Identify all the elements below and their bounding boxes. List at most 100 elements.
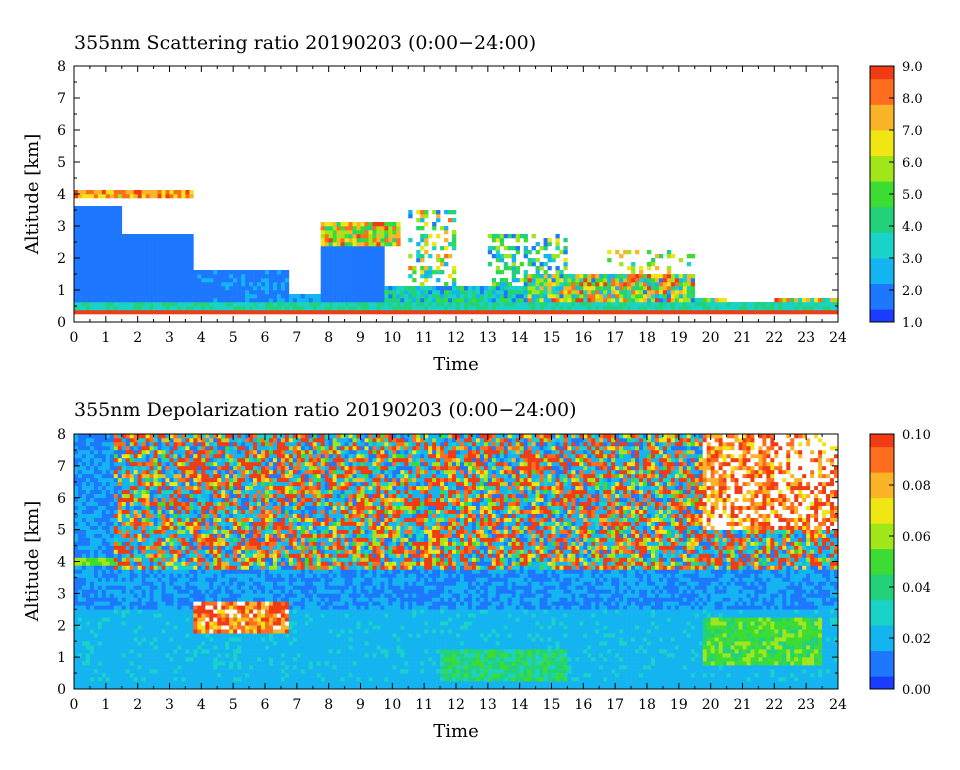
heatmap-cell	[121, 310, 127, 315]
heatmap-cell	[133, 589, 138, 594]
heatmap-cell	[209, 521, 214, 526]
heatmap-cell	[177, 501, 182, 507]
heatmap-cell	[74, 497, 79, 503]
heatmap-cell	[352, 282, 357, 287]
heatmap-cell	[197, 653, 202, 658]
heatmap-cell	[193, 617, 198, 622]
heatmap-cell	[81, 629, 87, 634]
heatmap-cell	[97, 645, 103, 650]
heatmap-cell	[822, 302, 827, 307]
heatmap-cell	[161, 497, 166, 503]
heatmap-cell	[515, 302, 520, 307]
heatmap-cell	[125, 605, 131, 610]
heatmap-cell	[201, 633, 206, 638]
heatmap-cell	[221, 274, 226, 279]
heatmap-cell	[133, 577, 138, 582]
heatmap-cell	[495, 250, 501, 255]
heatmap-cell	[161, 310, 166, 315]
heatmap-cell	[125, 509, 131, 514]
heatmap-cell	[105, 214, 111, 219]
heatmap-cell	[543, 310, 548, 315]
heatmap-cell	[157, 545, 162, 550]
heatmap-cell	[85, 497, 91, 503]
heatmap-cell	[272, 270, 278, 275]
heatmap-cell	[101, 445, 107, 451]
heatmap-cell	[459, 302, 465, 307]
heatmap-cell	[153, 521, 158, 526]
heatmap-cell	[74, 234, 79, 239]
heatmap-cell	[181, 585, 186, 590]
heatmap-cell	[221, 298, 226, 303]
heatmap-cell	[145, 294, 150, 299]
heatmap-cell	[205, 525, 210, 530]
heatmap-cell	[89, 501, 95, 507]
heatmap-cell	[177, 565, 182, 570]
heatmap-cell	[372, 230, 377, 235]
heatmap-cell	[396, 230, 401, 235]
heatmap-cell	[674, 306, 680, 311]
heatmap-cell	[193, 461, 198, 467]
heatmap-cell	[85, 553, 91, 558]
heatmap-cell	[161, 649, 166, 654]
heatmap-cell	[105, 254, 111, 259]
heatmap-cell	[611, 294, 616, 299]
heatmap-cell	[499, 282, 505, 287]
heatmap-cell	[113, 210, 119, 215]
heatmap-cell	[515, 298, 520, 303]
heatmap-cell	[105, 274, 111, 279]
heatmap-cell	[268, 294, 274, 299]
heatmap-cell	[376, 250, 381, 255]
heatmap-cell	[368, 226, 373, 231]
heatmap-cell	[77, 278, 83, 283]
heatmap-cell	[169, 573, 174, 578]
heatmap-cell	[666, 306, 672, 311]
heatmap-cell	[324, 238, 329, 243]
heatmap-cell	[145, 302, 150, 307]
heatmap-cell	[364, 306, 369, 311]
heatmap-cell	[93, 298, 99, 303]
heatmap-cell	[348, 254, 353, 259]
heatmap-cell	[101, 505, 107, 510]
colorbar-swatch	[870, 91, 894, 96]
heatmap-cell	[181, 569, 186, 574]
heatmap-cell	[173, 633, 178, 638]
heatmap-cell	[81, 262, 87, 267]
heatmap-cell	[145, 190, 150, 195]
heatmap-cell	[153, 258, 158, 263]
heatmap-cell	[113, 517, 119, 522]
heatmap-cell	[197, 274, 202, 279]
heatmap-cell	[97, 434, 103, 439]
heatmap-cell	[169, 545, 174, 550]
heatmap-cell	[133, 310, 138, 315]
heatmap-cell	[551, 282, 556, 287]
heatmap-cell	[193, 298, 198, 303]
heatmap-cell	[197, 649, 202, 654]
colorbar-tick-label: 6.0	[902, 156, 923, 171]
heatmap-cell	[97, 214, 103, 219]
heatmap-cell	[121, 477, 127, 483]
heatmap-cell	[149, 617, 154, 622]
heatmap-cell	[257, 298, 262, 303]
heatmap-cell	[137, 449, 142, 455]
heatmap-cell	[89, 549, 95, 554]
heatmap-cell	[101, 282, 107, 287]
heatmap-cell	[109, 609, 115, 614]
heatmap-cell	[527, 298, 532, 303]
heatmap-cell	[77, 633, 83, 638]
heatmap-cell	[611, 298, 616, 303]
heatmap-cell	[165, 597, 170, 602]
heatmap-cell	[157, 541, 162, 546]
heatmap-cell	[137, 677, 142, 682]
heatmap-cell	[133, 434, 138, 439]
heatmap-cell	[81, 645, 87, 650]
heatmap-cell	[428, 254, 433, 259]
heatmap-cell	[384, 234, 389, 239]
heatmap-cell	[615, 282, 620, 287]
heatmap-cell	[328, 270, 333, 275]
heatmap-cell	[531, 258, 536, 263]
heatmap-cell	[452, 230, 457, 235]
heatmap-cell	[157, 473, 162, 479]
heatmap-cell	[113, 230, 119, 235]
heatmap-cell	[93, 625, 99, 630]
heatmap-cell	[101, 561, 107, 566]
